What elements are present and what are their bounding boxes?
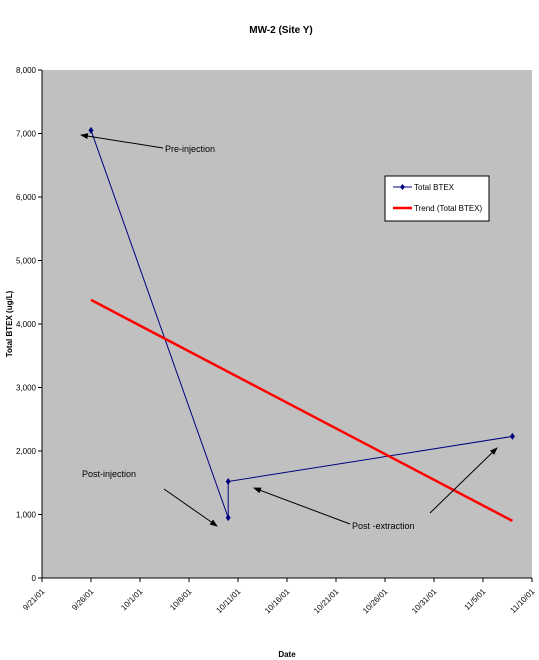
annotation-arrow-pre-injection [80, 133, 164, 149]
y-tick-label: 6,000 [16, 193, 37, 202]
x-axis-ticks: 9/21/01 9/26/01 10/1/01 10/6/01 10/11/01 10/1… [21, 578, 537, 615]
annotation-arrow-post-extraction-right [429, 447, 498, 514]
x-tick-label: 11/10/01 [508, 587, 536, 615]
data-point-marker [509, 432, 515, 440]
x-tick-label: 10/31/01 [410, 587, 439, 616]
y-tick-label: 0 [32, 574, 37, 583]
x-tick-label: 10/1/01 [119, 587, 145, 613]
y-tick-label: 4,000 [16, 320, 37, 329]
y-tick-label: 5,000 [16, 257, 37, 266]
x-axis-label: Date [278, 650, 296, 659]
data-point-marker [225, 514, 231, 522]
y-axis-label: Total BTEX (ug/L) [5, 290, 14, 357]
x-tick-label: 10/21/01 [312, 587, 341, 616]
chart-title: MW-2 (Site Y) [249, 25, 313, 36]
annotation-post-injection: Post-injection [82, 469, 136, 479]
trend-line [90, 298, 513, 523]
x-tick-label: 11/5/01 [463, 587, 488, 612]
series-line-total-btex [90, 130, 513, 518]
y-tick-label: 8,000 [16, 66, 37, 75]
data-point-marker [88, 126, 94, 134]
x-tick-label: 9/26/01 [70, 587, 96, 613]
legend-marker-total-btex [400, 184, 405, 190]
annotation-post-extraction: Post -extraction [352, 521, 415, 531]
y-tick-label: 7,000 [16, 130, 37, 139]
y-tick-label: 1,000 [16, 511, 37, 520]
x-tick-label: 10/11/01 [214, 587, 242, 615]
legend: Total BTEX Trend (Total BTEX) [384, 175, 490, 222]
annotation-arrow-post-injection [163, 488, 218, 527]
data-point-marker [225, 477, 231, 485]
annotation-pre-injection: Pre-injection [165, 144, 215, 154]
y-tick-label: 2,000 [16, 447, 37, 456]
legend-label-trend: Trend (Total BTEX) [414, 204, 483, 213]
annotation-arrow-post-extraction-left [253, 487, 351, 525]
x-tick-label: 10/6/01 [168, 587, 194, 613]
x-tick-label: 10/16/01 [263, 587, 292, 616]
legend-box [384, 175, 490, 222]
y-axis-ticks: 0 1,000 2,000 3,000 4,000 5,000 6,000 7,000 8,00… [16, 66, 42, 583]
x-tick-label: 10/26/01 [361, 587, 390, 616]
y-tick-label: 3,000 [16, 384, 37, 393]
x-tick-label: 9/21/01 [21, 587, 47, 613]
plot-area [42, 70, 532, 578]
series-layer [88, 126, 515, 523]
legend-label-total-btex: Total BTEX [414, 183, 455, 192]
annotations: Pre-injection Post-injection Post -extra… [80, 133, 498, 531]
